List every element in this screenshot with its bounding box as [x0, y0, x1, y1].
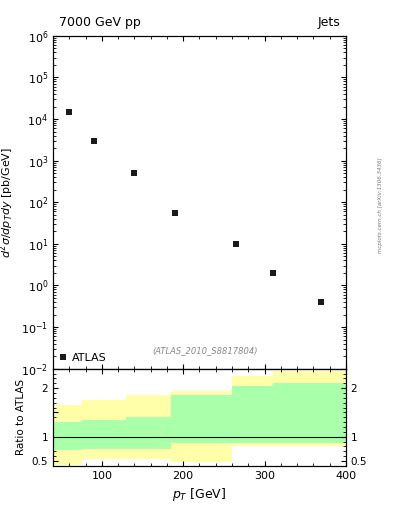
X-axis label: $p_T$ [GeV]: $p_T$ [GeV]	[172, 486, 227, 503]
Legend: ATLAS: ATLAS	[59, 353, 107, 363]
Text: 7000 GeV pp: 7000 GeV pp	[59, 16, 141, 29]
Text: (ATLAS_2010_S8817804): (ATLAS_2010_S8817804)	[152, 346, 258, 355]
Y-axis label: $d^2\sigma/dp_T dy$ [pb/GeV]: $d^2\sigma/dp_T dy$ [pb/GeV]	[0, 147, 16, 258]
Y-axis label: Ratio to ATLAS: Ratio to ATLAS	[16, 379, 26, 455]
Text: mcplots.cern.ch [arXiv:1306.3436]: mcplots.cern.ch [arXiv:1306.3436]	[378, 157, 383, 252]
Text: Jets: Jets	[317, 16, 340, 29]
